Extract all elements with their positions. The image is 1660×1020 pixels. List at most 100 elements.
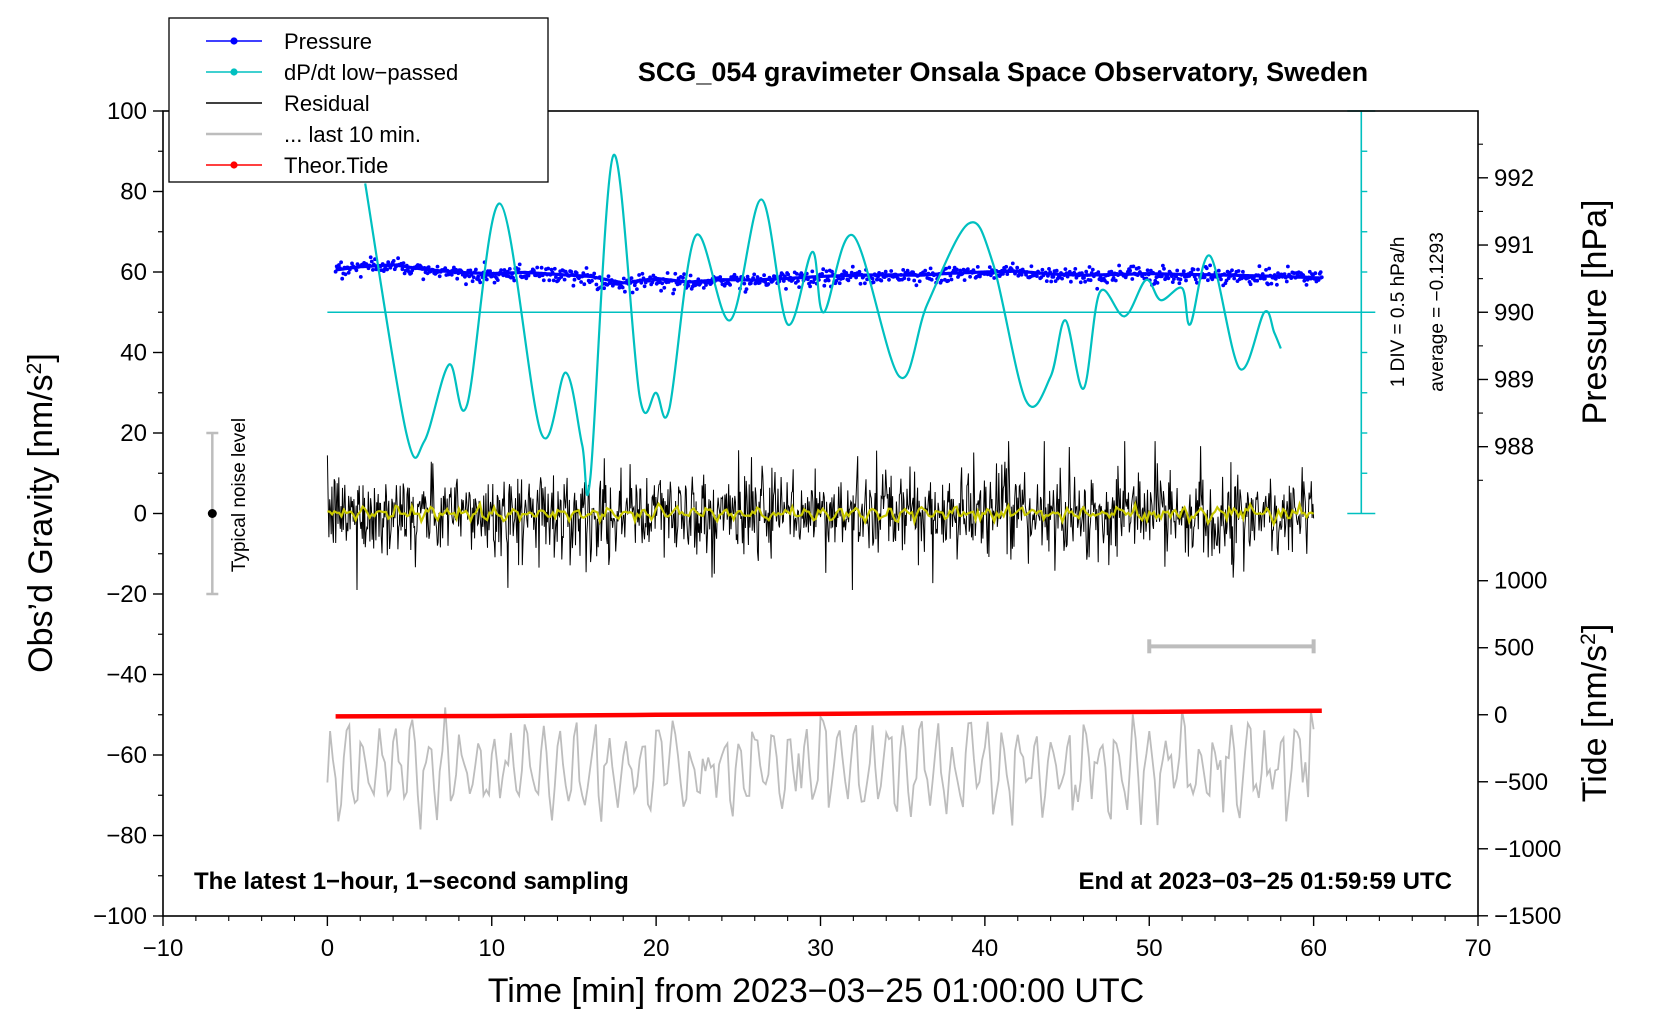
pressure-point [883,269,888,274]
pressure-point [350,261,354,266]
pressure-point [1219,277,1223,282]
pressure-point [946,278,951,283]
pressure-point [1087,265,1092,269]
pressure-point [665,271,670,275]
pressure-point [1307,269,1312,274]
pressure-point [340,276,345,281]
pressure-point [499,268,503,272]
pressure-point [701,286,706,290]
pressure-point [1029,264,1034,269]
noise-bar-center [207,509,217,518]
pressure-point [659,288,663,293]
pressure-point [476,274,480,279]
pressure-point [1117,263,1121,268]
pressure-point [944,266,948,271]
pressure-point [1090,267,1095,272]
tide-axis-title-main: Tide [nm/s [1576,645,1614,802]
pressure-point [871,280,876,285]
pressure-point [562,277,567,282]
pressure-point [541,278,546,283]
pressure-point [742,281,747,286]
pressure-point [547,278,552,283]
pressure-axis-title: Pressure [hPa] [1576,200,1614,425]
pressure-point [662,285,667,290]
pressure-point [728,283,732,287]
pressure-point [1035,274,1039,278]
pressure-point [987,265,992,269]
pressure-point [1226,276,1231,281]
pressure-point [629,276,634,280]
pressure-point [1084,269,1089,274]
pressure-point [784,287,788,291]
pressure-point [551,278,556,283]
tide-tick-label: −500 [1494,769,1548,796]
y-tick-label: −20 [106,581,147,608]
x-tick-label: 40 [972,935,999,962]
pressure-point [1096,270,1101,275]
pressure-point [435,264,440,269]
pressure-point [512,278,517,283]
pressure-point [396,256,400,261]
y-tick-label: 40 [120,340,147,367]
pressure-point [1241,269,1245,274]
pressure-point [1088,278,1093,283]
pressure-point [810,269,815,274]
pressure-point [799,271,804,275]
pressure-point [1257,264,1262,269]
pressure-point [1047,267,1051,271]
y-tick-label: −100 [93,903,147,930]
pressure-point [863,281,867,286]
pressure-point [1204,266,1209,271]
pressure-point [1239,276,1244,281]
y-tick-label: 60 [120,259,147,286]
pressure-point [1178,277,1183,282]
pressure-point [650,280,655,285]
series-pressure [333,255,1324,296]
legend-label: Pressure [284,29,372,54]
pressure-point [1152,282,1157,286]
pressure-point [346,270,351,275]
pressure-point [1162,266,1166,271]
pressure-point [495,278,500,282]
legend-label: dP/dt low−passed [284,60,458,85]
pressure-point [1063,267,1068,271]
pressure-point [795,272,799,276]
pressure-point [968,274,972,279]
pressure-point [879,278,884,283]
pressure-point [571,283,576,288]
pressure-point [1083,279,1087,284]
pressure-point [911,270,915,275]
pressure-point [1255,278,1260,283]
pressure-point [337,263,341,267]
pressure-point [579,280,583,284]
pressure-point [850,264,855,269]
pressure-point [660,281,665,286]
pressure-point [1109,269,1114,274]
x-tick-label: 70 [1465,935,1492,962]
x-tick-label: 20 [643,935,670,962]
pressure-point [672,287,677,292]
pressure-point [1275,282,1279,287]
pressure-point [621,276,626,281]
pressure-point [1193,277,1198,282]
pressure-point [1318,270,1323,274]
pressure-point [642,284,647,289]
pressure-point [602,286,606,291]
pressure-point [917,279,922,284]
pressure-point [889,269,894,273]
pressure-point [1195,280,1199,285]
noise-level-label: Typical noise level [229,418,250,572]
pressure-point [1267,266,1272,271]
pressure-point [516,267,521,272]
pressure-point [1273,277,1278,281]
pressure-point [1054,268,1059,273]
pressure-point [391,259,396,263]
pressure-tick-label: 991 [1494,232,1534,259]
pressure-point [1208,263,1212,268]
pressure-point [857,269,862,274]
pressure-point [1175,268,1180,273]
pressure-point [1269,281,1274,286]
pressure-point [902,276,907,281]
pressure-point [539,265,544,270]
